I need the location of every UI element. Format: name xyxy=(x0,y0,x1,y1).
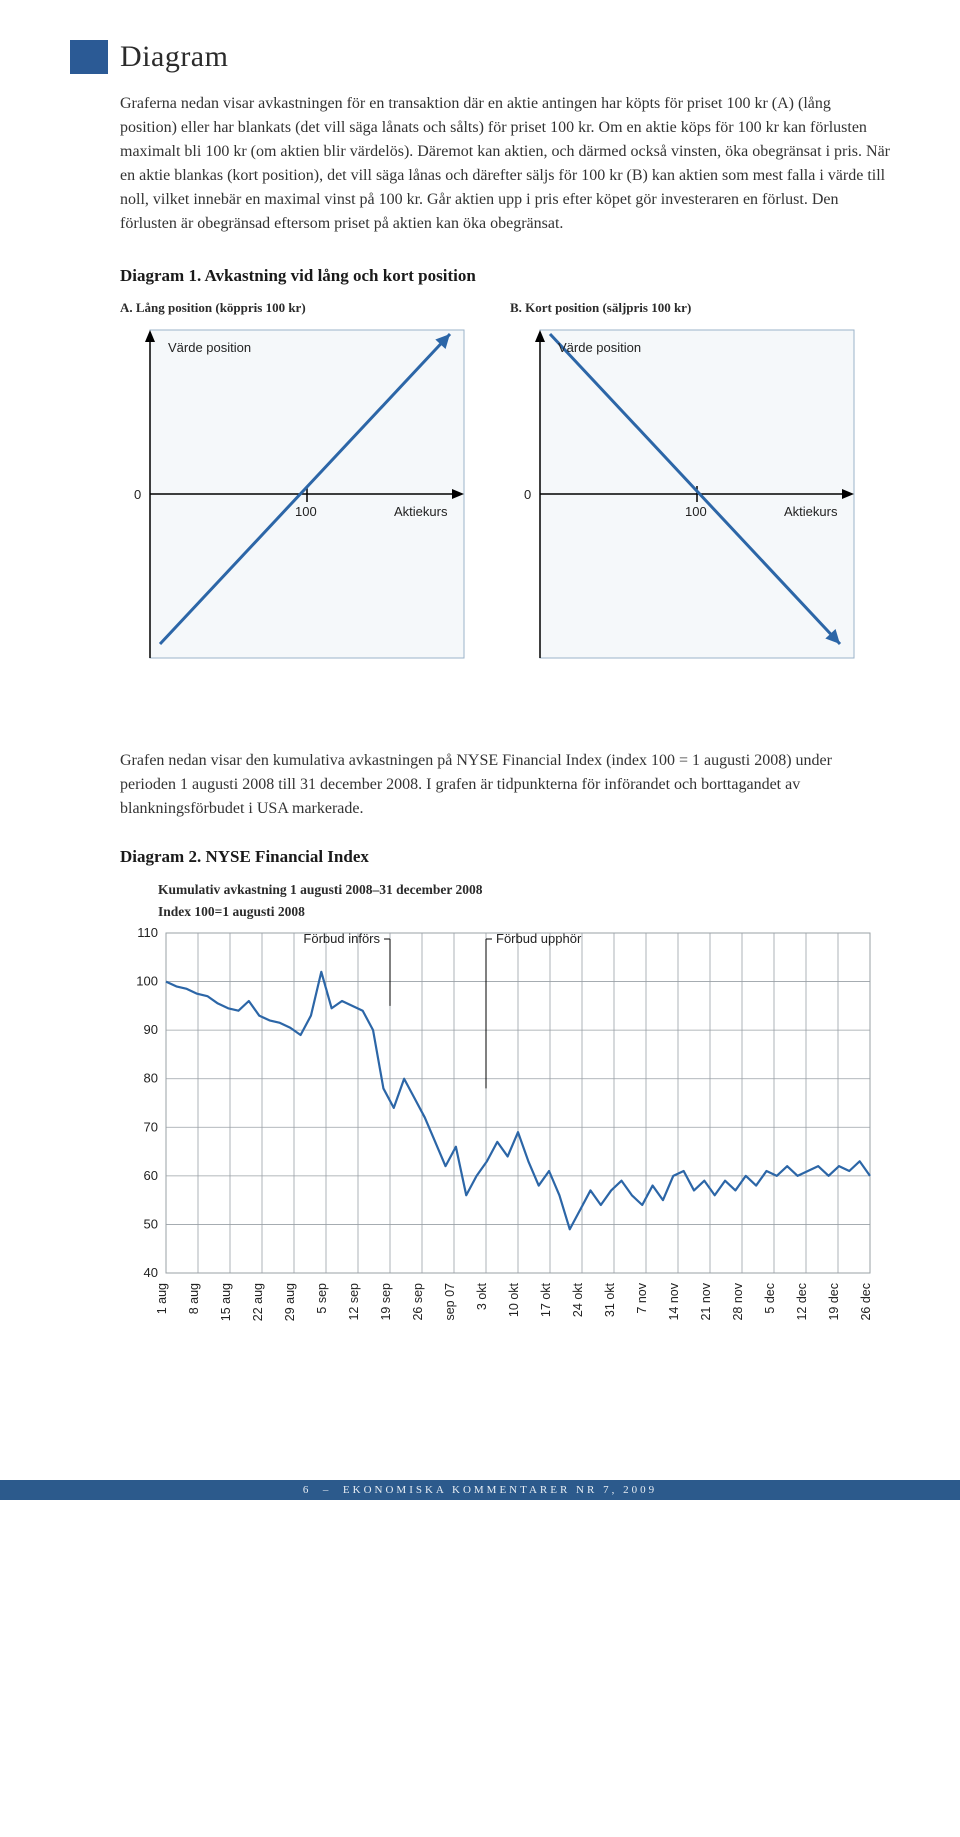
panel-a-title: A. Lång position (köppris 100 kr) xyxy=(120,300,470,316)
svg-text:40: 40 xyxy=(144,1265,158,1280)
svg-text:Förbud upphör: Förbud upphör xyxy=(496,931,582,946)
intro-paragraph: Graferna nedan visar avkastningen för en… xyxy=(70,92,890,236)
svg-text:21 nov: 21 nov xyxy=(699,1283,713,1321)
svg-text:7 nov: 7 nov xyxy=(635,1283,649,1314)
diagram2-heading: Diagram 2. NYSE Financial Index xyxy=(120,847,890,867)
svg-text:sep 07: sep 07 xyxy=(443,1283,457,1321)
svg-text:19 sep: 19 sep xyxy=(379,1283,393,1321)
svg-text:29 aug: 29 aug xyxy=(283,1283,297,1321)
svg-text:110: 110 xyxy=(137,925,158,940)
svg-text:100: 100 xyxy=(685,504,707,519)
svg-text:0: 0 xyxy=(134,487,141,502)
svg-text:12 sep: 12 sep xyxy=(347,1283,361,1321)
svg-text:26 dec: 26 dec xyxy=(859,1283,873,1321)
svg-text:26 sep: 26 sep xyxy=(411,1283,425,1321)
svg-text:14 nov: 14 nov xyxy=(667,1283,681,1321)
svg-text:50: 50 xyxy=(144,1217,158,1232)
diagram2-chart: 110 100 90 80 70 60 50 40 1 aug 8 aug 15 aug 22 aug… xyxy=(120,925,880,1355)
svg-text:3 okt: 3 okt xyxy=(475,1283,489,1311)
page-title: Diagram xyxy=(120,40,228,74)
mid-paragraph: Grafen nedan visar den kumulativa avkast… xyxy=(120,749,890,821)
diagram1-panels: A. Lång position (köppris 100 kr) Värde … xyxy=(120,300,890,669)
svg-text:8 aug: 8 aug xyxy=(187,1283,201,1314)
svg-text:Värde position: Värde position xyxy=(558,340,641,355)
svg-text:100: 100 xyxy=(295,504,317,519)
svg-text:5 dec: 5 dec xyxy=(763,1283,777,1314)
svg-text:17 okt: 17 okt xyxy=(539,1283,553,1318)
title-bar: Diagram xyxy=(70,40,890,74)
svg-text:10 okt: 10 okt xyxy=(507,1283,521,1318)
svg-text:Aktiekurs: Aktiekurs xyxy=(784,504,838,519)
footer-page-num: 6 xyxy=(303,1484,312,1496)
svg-text:90: 90 xyxy=(144,1023,158,1038)
panel-b-title: B. Kort position (säljpris 100 kr) xyxy=(510,300,860,316)
diagram2-subtitle2: Index 100=1 augusti 2008 xyxy=(158,903,890,921)
svg-text:19 dec: 19 dec xyxy=(827,1283,841,1321)
svg-text:1 aug: 1 aug xyxy=(155,1283,169,1314)
svg-text:12 dec: 12 dec xyxy=(795,1283,809,1321)
diagram2-subtitle1: Kumulativ avkastning 1 augusti 2008–31 d… xyxy=(158,881,890,899)
svg-text:60: 60 xyxy=(144,1168,158,1183)
svg-text:28 nov: 28 nov xyxy=(731,1283,745,1321)
svg-text:24 okt: 24 okt xyxy=(571,1283,585,1318)
svg-text:Aktiekurs: Aktiekurs xyxy=(394,504,448,519)
panel-a-chart: Värde position 0 100 Aktiekurs xyxy=(120,324,470,664)
svg-text:15 aug: 15 aug xyxy=(219,1283,233,1321)
svg-text:Förbud införs: Förbud införs xyxy=(303,931,380,946)
svg-text:70: 70 xyxy=(144,1120,158,1135)
footer-text: EKONOMISKA KOMMENTARER NR 7, 2009 xyxy=(343,1484,657,1496)
diagram1-heading: Diagram 1. Avkastning vid lång och kort … xyxy=(120,266,890,286)
svg-text:31 okt: 31 okt xyxy=(603,1283,617,1318)
accent-square-icon xyxy=(70,40,108,74)
page-footer: 6 – EKONOMISKA KOMMENTARER NR 7, 2009 xyxy=(0,1480,960,1500)
svg-text:100: 100 xyxy=(136,974,158,989)
svg-text:0: 0 xyxy=(524,487,531,502)
panel-b-chart: Värde position 0 100 Aktiekurs xyxy=(510,324,860,664)
svg-text:Värde position: Värde position xyxy=(168,340,251,355)
svg-text:22 aug: 22 aug xyxy=(251,1283,265,1321)
svg-text:5 sep: 5 sep xyxy=(315,1283,329,1314)
svg-text:80: 80 xyxy=(144,1071,158,1086)
